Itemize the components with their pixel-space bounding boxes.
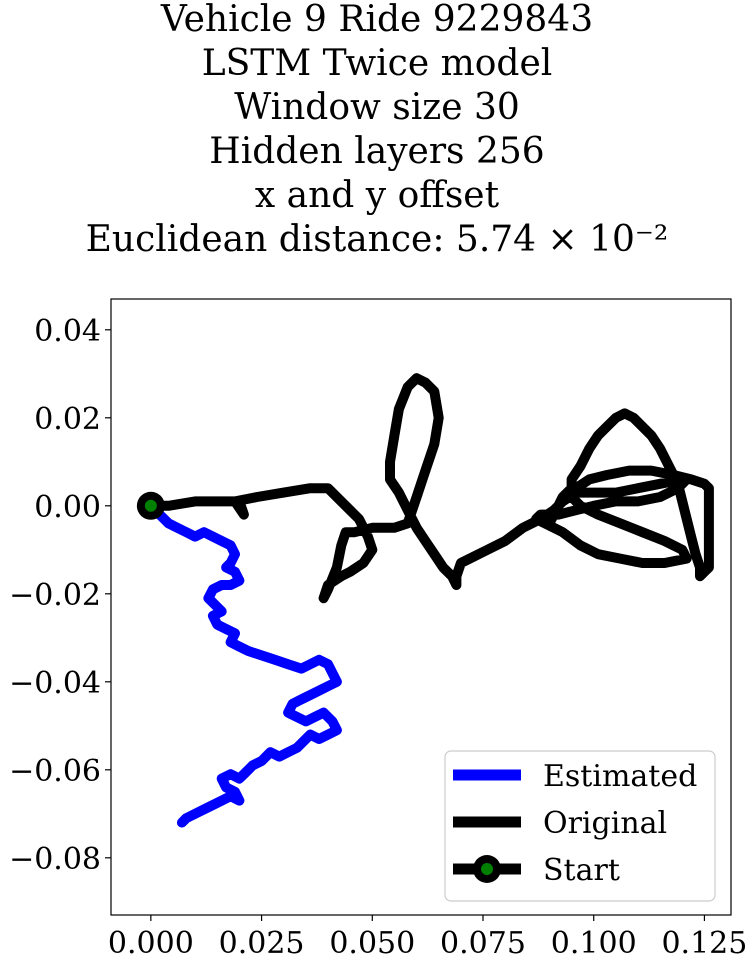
series-layer — [136, 373, 714, 828]
x-tick-label: 0.050 — [329, 926, 415, 961]
x-tick-label: 0.000 — [108, 926, 194, 961]
x-tick-label: 0.075 — [440, 926, 526, 961]
title-line-3: Window size 30 — [234, 87, 520, 128]
y-tick-label: 0.04 — [34, 314, 101, 349]
legend: Estimated Original Start — [444, 750, 716, 902]
y-tick-label: 0.00 — [34, 490, 101, 525]
title-line-5: x and y offset — [254, 175, 500, 216]
y-tick-label: −0.04 — [9, 666, 101, 701]
y-tick-label: −0.06 — [9, 754, 101, 789]
x-axis: 0.000 0.025 0.050 0.075 0.100 0.125 — [108, 915, 747, 961]
y-tick-label: −0.02 — [9, 578, 101, 613]
title-line-1: Vehicle 9 Ride 9229843 — [160, 0, 594, 40]
legend-original-label: Original — [543, 806, 667, 841]
x-tick-label: 0.100 — [551, 926, 637, 961]
title-line-4: Hidden layers 256 — [209, 131, 545, 172]
x-tick-label: 0.025 — [219, 926, 305, 961]
y-axis: 0.04 0.02 0.00 −0.02 −0.04 −0.06 −0.08 — [9, 314, 111, 877]
title-line-6: Euclidean distance: 5.74 × 10⁻² — [85, 219, 669, 260]
title-line-2: LSTM Twice model — [201, 43, 553, 84]
y-tick-label: −0.08 — [9, 842, 101, 877]
series-line-estimated — [145, 500, 342, 828]
plot-frame — [110, 298, 732, 916]
legend-start-label: Start — [543, 853, 620, 888]
legend-start-marker-inner — [481, 863, 493, 875]
start-marker-inner — [144, 499, 157, 512]
legend-estimated-label: Estimated — [543, 759, 697, 794]
y-tick-label: 0.02 — [34, 402, 101, 437]
x-tick-label: 0.125 — [661, 926, 747, 961]
series-line-original — [145, 373, 714, 604]
